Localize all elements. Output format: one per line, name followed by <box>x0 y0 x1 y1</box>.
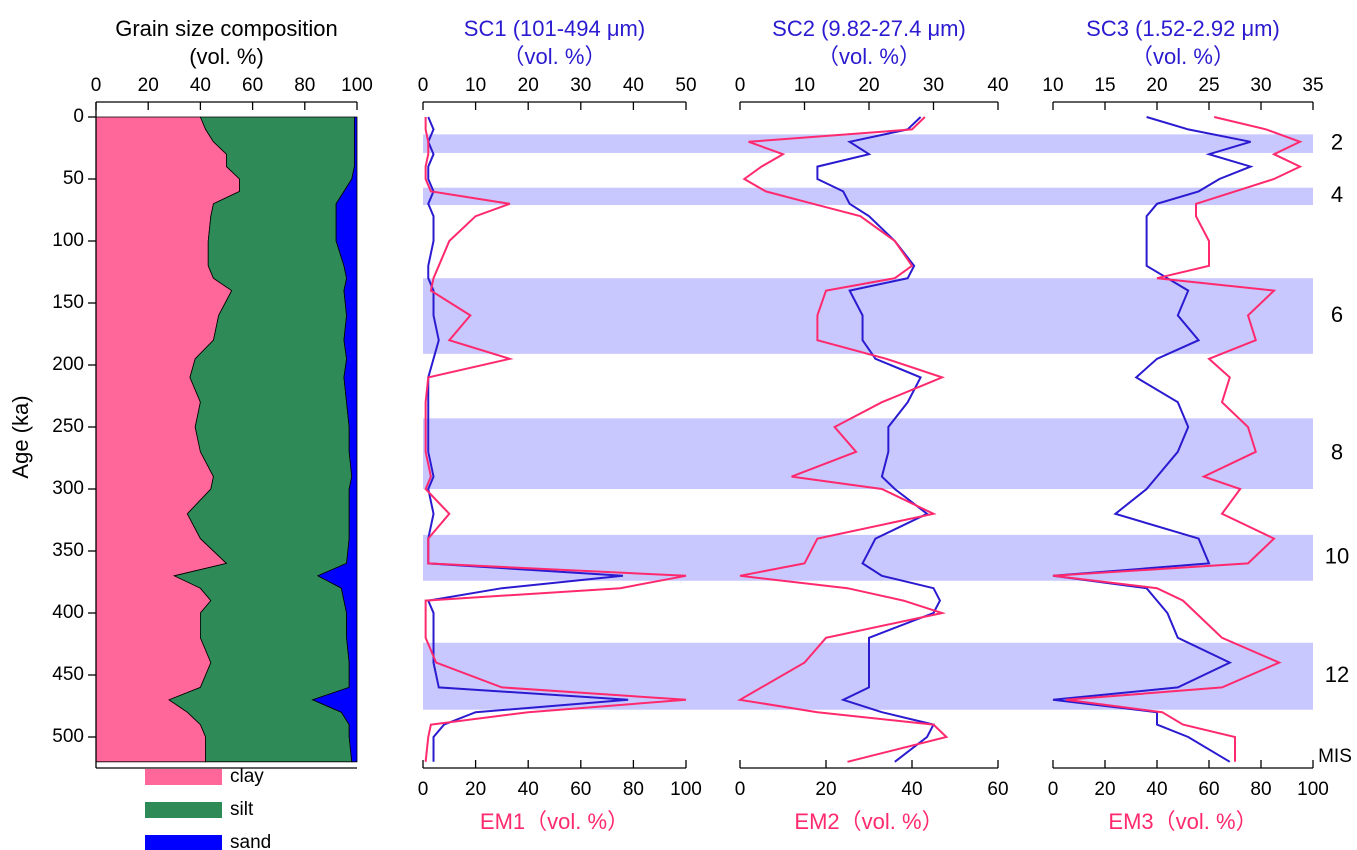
top-tick-label: 40 <box>623 75 644 96</box>
legend-swatch <box>145 835 222 850</box>
panel-subtitle: (vol. %) <box>189 44 264 69</box>
top-tick-label: 50 <box>675 75 696 96</box>
top-tick-label: 20 <box>518 75 539 96</box>
bottom-tick-label: 60 <box>570 779 591 800</box>
top-tick-label: 0 <box>735 75 746 96</box>
legend-label: sand <box>230 832 271 850</box>
mis-band <box>423 134 1313 153</box>
mis-label: 12 <box>1325 662 1349 687</box>
y-tick-label: 300 <box>52 478 84 499</box>
top-tick-label: 0 <box>418 75 429 96</box>
mis-label: 2 <box>1331 129 1343 154</box>
top-tick-label: 35 <box>1302 75 1323 96</box>
top-tick-label: 10 <box>465 75 486 96</box>
line <box>816 116 942 763</box>
x-axis-label: EM3（vol. %） <box>1108 809 1257 834</box>
bottom-tick-label: 0 <box>1048 779 1059 800</box>
bottom-tick-label: 80 <box>623 779 644 800</box>
top-tick-label: 80 <box>294 75 315 96</box>
y-tick-label: 500 <box>52 726 84 747</box>
y-tick-label: 150 <box>52 292 84 313</box>
panel-title: SC1 (101-494 μm) <box>464 16 645 41</box>
x-axis-label: EM2（vol. %） <box>794 809 943 834</box>
top-tick-label: 40 <box>190 75 211 96</box>
bottom-tick-label: 40 <box>901 779 922 800</box>
top-tick-label: 60 <box>242 75 263 96</box>
y-tick-label: 0 <box>73 106 84 127</box>
y-tick-label: 450 <box>52 664 84 685</box>
panel-subtitle: （vol. %） <box>817 44 921 69</box>
line <box>1052 116 1254 763</box>
mis-label: 6 <box>1331 302 1343 327</box>
top-tick-label: 20 <box>1146 75 1167 96</box>
top-tick-label: 10 <box>1042 75 1063 96</box>
bottom-tick-label: 0 <box>735 779 746 800</box>
bottom-tick-label: 60 <box>1198 779 1219 800</box>
top-tick-label: 15 <box>1094 75 1115 96</box>
bottom-tick-label: 20 <box>465 779 486 800</box>
legend-label: silt <box>230 799 254 820</box>
y-tick-label: 100 <box>52 230 84 251</box>
bottom-tick-label: 20 <box>815 779 836 800</box>
y-tick-label: 250 <box>52 416 84 437</box>
bottom-tick-label: 40 <box>518 779 539 800</box>
panel-title: Grain size composition <box>115 16 338 41</box>
bottom-tick-label: 0 <box>418 779 429 800</box>
top-tick-label: 100 <box>341 75 373 96</box>
top-tick-label: 25 <box>1198 75 1219 96</box>
y-axis-label: Age (ka) <box>8 395 33 478</box>
panel-subtitle: （vol. %） <box>1131 44 1235 69</box>
mis-band <box>423 418 1313 489</box>
panel-title: SC2 (9.82-27.4 μm) <box>772 16 966 41</box>
bottom-tick-label: 100 <box>670 779 702 800</box>
top-tick-label: 10 <box>794 75 815 96</box>
legend-swatch <box>145 769 222 785</box>
mis-band <box>423 187 1313 206</box>
panel-title: SC3 (1.52-2.92 μm) <box>1086 16 1280 41</box>
y-tick-label: 350 <box>52 540 84 561</box>
legend-swatch <box>145 802 222 818</box>
x-axis-label: EM1（vol. %） <box>480 809 629 834</box>
top-tick-label: 30 <box>1250 75 1271 96</box>
mis-title: MIS <box>1318 746 1352 767</box>
top-tick-label: 40 <box>987 75 1008 96</box>
bottom-tick-label: 100 <box>1297 779 1329 800</box>
y-tick-label: 200 <box>52 354 84 375</box>
area <box>311 116 358 763</box>
top-tick-label: 30 <box>923 75 944 96</box>
mis-label: 10 <box>1325 544 1349 569</box>
mis-label: 8 <box>1331 439 1343 464</box>
line <box>1052 116 1303 762</box>
top-tick-label: 20 <box>138 75 159 96</box>
panel-subtitle: （vol. %） <box>503 44 607 69</box>
line <box>424 117 687 762</box>
top-tick-label: 0 <box>91 75 102 96</box>
mis-label: 4 <box>1331 182 1343 207</box>
legend-label: clay <box>230 766 264 787</box>
top-tick-label: 30 <box>570 75 591 96</box>
mis-band <box>423 278 1313 354</box>
bottom-tick-label: 40 <box>1146 779 1167 800</box>
y-tick-label: 400 <box>52 602 84 623</box>
mis-band <box>423 534 1313 581</box>
bottom-tick-label: 20 <box>1094 779 1115 800</box>
top-tick-label: 20 <box>858 75 879 96</box>
bottom-tick-label: 60 <box>987 779 1008 800</box>
bottom-tick-label: 80 <box>1250 779 1271 800</box>
line <box>737 116 949 763</box>
y-tick-label: 50 <box>63 168 84 189</box>
